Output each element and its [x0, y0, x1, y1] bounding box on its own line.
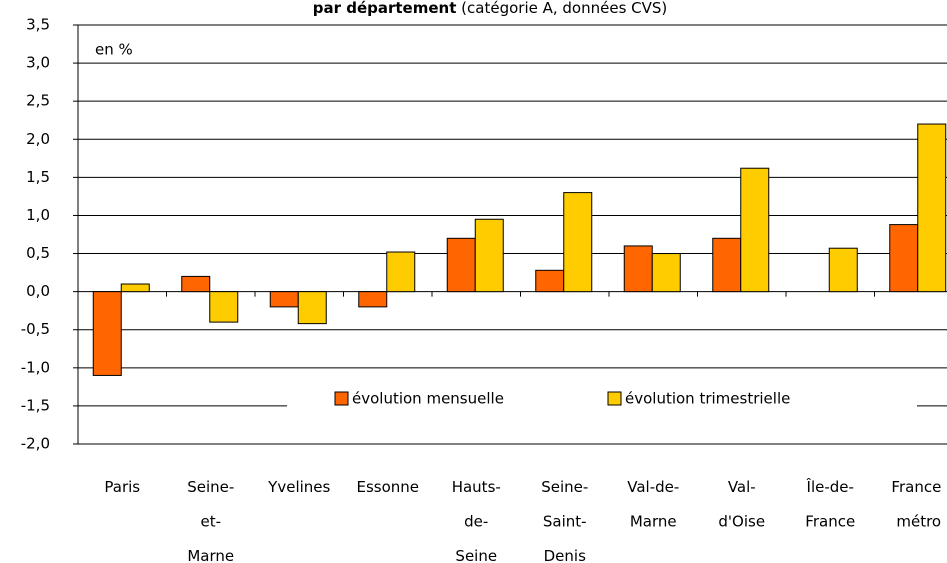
bar — [386, 251, 416, 293]
label-line: Seine- — [187, 478, 234, 496]
bar — [358, 291, 388, 308]
x-tick-label: Yvelines — [267, 478, 330, 496]
label-line: et- — [200, 512, 221, 530]
label-line: Denis — [544, 547, 586, 563]
y-tick-label: 0,5 — [26, 244, 50, 262]
legend-swatch — [334, 391, 349, 406]
x-tick-label: Seine-et- Marne — [187, 478, 234, 563]
bar — [563, 192, 593, 293]
label-line: Val-de- — [627, 478, 679, 496]
bar — [828, 247, 858, 293]
bar — [712, 237, 742, 293]
bar — [474, 218, 504, 293]
title: par département — [313, 0, 457, 17]
y-tick-label: 3,5 — [26, 16, 50, 34]
bar — [889, 224, 919, 293]
x-tick-label: Val-d'Oise — [718, 478, 765, 531]
y-tick-label: 0,0 — [26, 282, 50, 300]
annotation: en % — [95, 41, 133, 59]
bar — [181, 275, 211, 293]
y-tick-label: -2,0 — [21, 435, 50, 453]
y-tick-label: -0,5 — [21, 320, 50, 338]
y-tick-label: 1,0 — [26, 206, 50, 224]
x-tick-label: Hauts-de- Seine — [452, 478, 501, 563]
label-line: Val- — [728, 478, 756, 496]
x-tick-label: Paris — [104, 478, 140, 496]
bar — [120, 283, 150, 293]
label-line: Saint- — [543, 512, 587, 530]
legend — [287, 384, 917, 414]
label-line: Hauts- — [452, 478, 501, 496]
label-line: Seine- — [541, 478, 588, 496]
bar — [297, 291, 327, 325]
label-line: d'Oise — [718, 512, 765, 530]
bar — [446, 237, 476, 293]
bar — [92, 291, 122, 376]
y-tick-label: 1,5 — [26, 168, 50, 186]
y-tick-label: 2,5 — [26, 92, 50, 110]
y-tick-label: 3,0 — [26, 54, 50, 72]
bar — [269, 291, 299, 308]
x-tick-label: France métro — [891, 478, 946, 531]
y-tick-label: -1,5 — [21, 396, 50, 414]
subtitle: (catégorie A, données CVS) — [461, 0, 667, 17]
bar — [623, 245, 653, 293]
label-line: de- — [464, 512, 488, 530]
bar — [651, 253, 681, 293]
label-line: métro — [896, 512, 941, 530]
x-tick-label: Seine- Saint- Denis — [541, 478, 588, 563]
y-tick-label: -1,0 — [21, 358, 50, 376]
label-line: Île-de- — [806, 477, 854, 496]
x-tick-label: Val-de- Marne — [627, 478, 679, 531]
label-line: France — [891, 478, 946, 496]
x-tick-label: Essonne — [356, 478, 419, 496]
legend-label: évolution mensuelle — [352, 390, 504, 408]
label-line: Yvelines — [267, 478, 330, 496]
label-line: Paris — [104, 478, 140, 496]
label-line: Marne — [630, 512, 677, 530]
x-tick-label: Île-de- France — [805, 477, 855, 531]
bar — [535, 269, 565, 293]
bar — [740, 167, 770, 293]
label-line: France — [805, 512, 855, 530]
chart-title: par département (catégorie A, données CV… — [313, 0, 668, 17]
legend-swatch — [607, 391, 622, 406]
bar — [209, 291, 239, 323]
label-line: Essonne — [356, 478, 419, 496]
y-tick-label: 2,0 — [26, 130, 50, 148]
label-line: Seine — [455, 547, 497, 563]
bar — [917, 123, 947, 293]
label-line: Marne — [187, 547, 234, 563]
legend-label: évolution trimestrielle — [625, 390, 790, 408]
